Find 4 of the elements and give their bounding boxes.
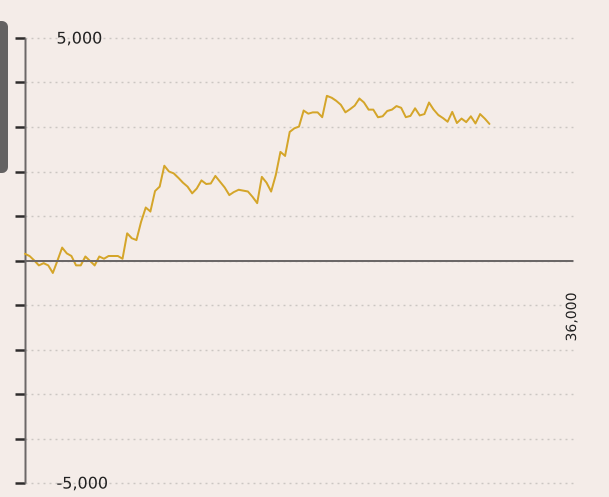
y-tick-label: -5,000 [56, 474, 108, 492]
line-series [24, 94, 490, 274]
y-tick-label: 5,000 [56, 28, 102, 48]
annotation: 36,000 [564, 292, 580, 342]
